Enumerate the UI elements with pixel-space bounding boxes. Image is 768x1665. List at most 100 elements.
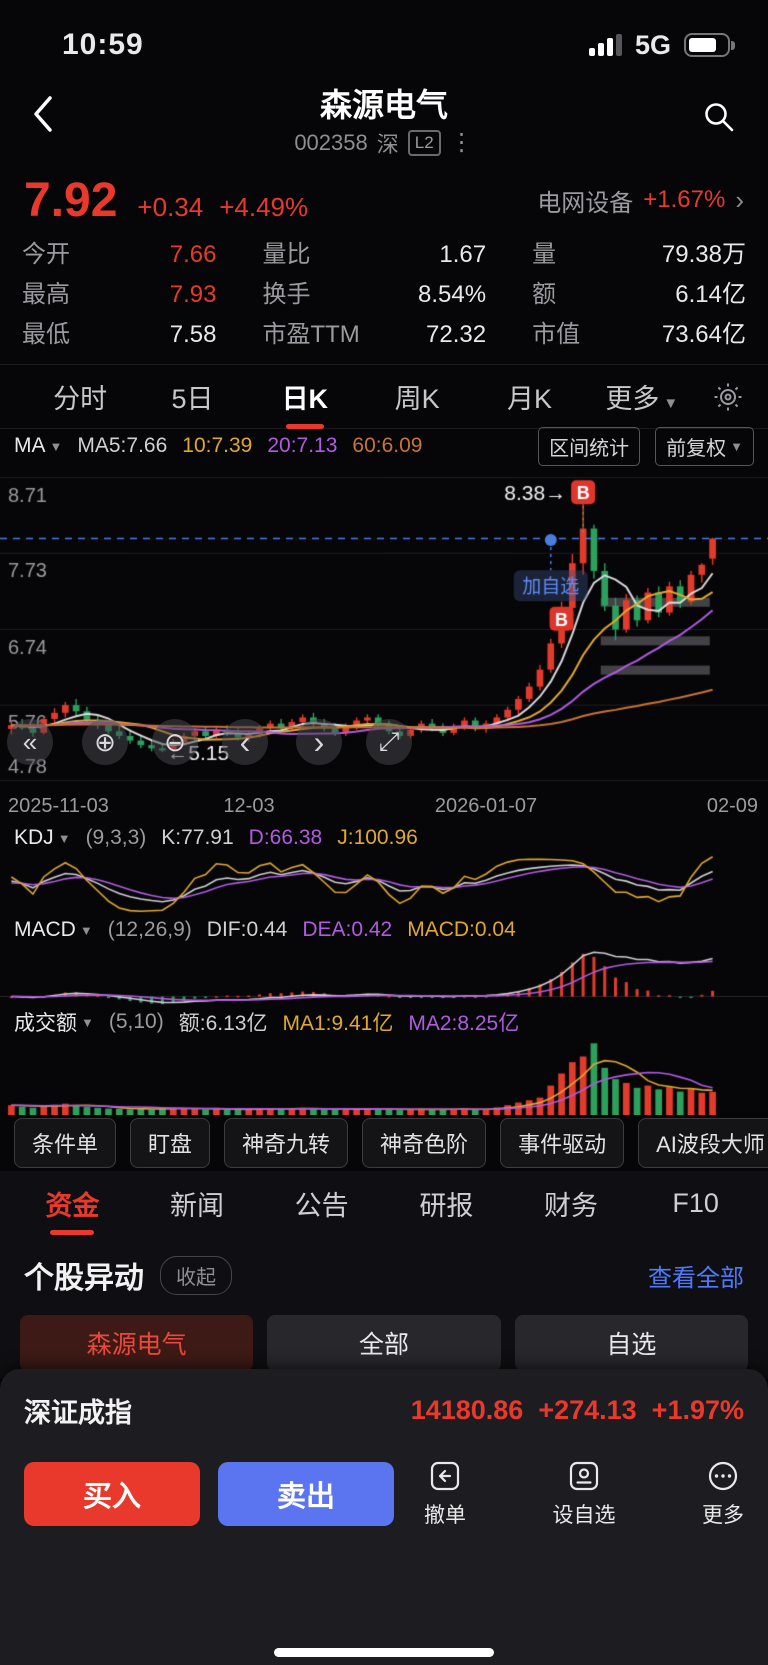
quote-menu-icon[interactable]: ⋮	[449, 129, 474, 156]
fullscreen-button[interactable]: ⤢	[366, 719, 412, 765]
step-forward-button[interactable]: ›	[296, 719, 342, 765]
trade-action-row: 买入 卖出 撤单 设自选 更多	[24, 1458, 744, 1529]
more-actions-icon	[708, 1461, 738, 1491]
x-axis-labels: 2025-11-03 12-03 2026-01-07 02-09	[0, 793, 768, 821]
price-change: +0.34	[137, 191, 204, 222]
volume-chart[interactable]	[0, 1039, 768, 1115]
amount-ma1-value: MA1:9.41亿	[282, 1012, 394, 1035]
kdj-d-value: D:66.38	[248, 826, 323, 849]
tab-news[interactable]: 新闻	[170, 1190, 224, 1221]
zoom-in-button[interactable]: ⊕	[82, 719, 128, 765]
volume-selector[interactable]: 成交额 ▼	[14, 1012, 94, 1035]
tab-f10[interactable]: F10	[672, 1187, 719, 1218]
tab-daily-k[interactable]: 日K	[249, 377, 361, 416]
set-watchlist-button[interactable]: 设自选	[553, 1458, 616, 1529]
set-watchlist-icon	[569, 1461, 599, 1491]
macd-value: MACD:0.04	[407, 918, 516, 941]
ma60-value: 60:6.09	[352, 434, 423, 457]
signal-strength-icon	[588, 34, 622, 56]
macd-indicator-row: MACD ▼ (12,26,9) DIF:0.44 DEA:0.42 MACD:0…	[14, 918, 516, 941]
period-tab-bar: 分时 5日 日K 周K 月K 更多 ▼	[0, 365, 768, 429]
kdj-k-value: K:77.91	[161, 826, 234, 849]
more-actions-button[interactable]: 更多	[702, 1458, 744, 1529]
stock-code: 002358	[294, 129, 368, 155]
buy-button[interactable]: 买入	[24, 1461, 200, 1526]
tab-funds[interactable]: 资金	[10, 1184, 135, 1223]
price-change-pct: +4.49%	[219, 191, 309, 222]
market-tag: 深	[376, 131, 399, 157]
home-indicator	[274, 1648, 494, 1657]
stat-turnover: 换手 8.54%	[262, 281, 487, 308]
chip-ai-band-master[interactable]: AI波段大师	[638, 1118, 768, 1168]
x-label: 02-09	[706, 795, 758, 817]
stat-pe: 市盈TTM 72.32	[262, 321, 487, 348]
sell-button[interactable]: 卖出	[218, 1461, 394, 1526]
kdj-indicator-row: KDJ ▼ (9,3,3) K:77.91 D:66.38 J:100.96	[14, 826, 418, 849]
macd-dea-value: DEA:0.42	[302, 918, 393, 941]
l2-badge: L2	[407, 129, 441, 156]
ma10-value: 10:7.39	[182, 434, 253, 457]
volume-indicator-row: 成交额 ▼ (5,10) 额:6.13亿 MA1:9.41亿 MA2:8.25亿	[0, 1005, 768, 1039]
tab-announcements[interactable]: 公告	[294, 1190, 349, 1221]
cancel-order-icon	[430, 1461, 460, 1491]
chip-watch-monitor[interactable]: 盯盘	[130, 1118, 211, 1168]
kdj-chart[interactable]	[0, 855, 768, 913]
stock-movement-header: 个股异动 收起 查看全部	[0, 1235, 768, 1307]
amount-ma2-value: MA2:8.25亿	[408, 1012, 520, 1035]
tool-chip-bar: 条件单 盯盘 神奇九转 神奇色阶 事件驱动 AI波段大师 交易	[0, 1115, 768, 1171]
stat-volume-ratio: 量比 1.67	[262, 241, 487, 268]
range-stats-button[interactable]: 区间统计	[538, 426, 641, 466]
step-backward-button[interactable]: ‹	[222, 719, 268, 765]
tab-more[interactable]: 更多 ▼	[605, 384, 679, 414]
search-icon[interactable]	[702, 100, 736, 139]
stat-amount: 额 6.14亿	[532, 281, 746, 308]
network-type-label: 5G	[634, 29, 671, 60]
stat-market-cap: 市值 73.64亿	[532, 321, 746, 348]
index-quote-bar[interactable]: 深证成指 14180.86 +274.13 +1.97%	[24, 1391, 744, 1430]
ma-selector[interactable]: MA ▼	[14, 434, 63, 457]
macd-selector[interactable]: MACD ▼	[14, 918, 93, 941]
chip-magic-gradient[interactable]: 神奇色阶	[362, 1118, 487, 1168]
sector-link[interactable]: 电网设备 +1.67% ›	[537, 184, 744, 217]
stat-open: 今开 7.66	[22, 241, 217, 268]
chart-nav-overlay: « ⊕ ⊖ ‹ › ⤢	[0, 719, 768, 767]
segment-all[interactable]: 全部	[267, 1315, 501, 1371]
tab-weekly-k[interactable]: 周K	[394, 384, 440, 414]
tab-financials[interactable]: 财务	[544, 1190, 599, 1221]
tab-5day[interactable]: 5日	[171, 384, 214, 414]
chip-conditional-order[interactable]: 条件单	[14, 1118, 117, 1168]
tab-monthly-k[interactable]: 月K	[506, 384, 552, 414]
macd-dif-value: DIF:0.44	[206, 918, 288, 941]
adjust-mode-button[interactable]: 前复权 ▼	[655, 426, 754, 466]
chevron-right-icon: ›	[735, 184, 744, 215]
chip-event-driven[interactable]: 事件驱动	[500, 1118, 625, 1168]
stat-high: 最高 7.93	[22, 281, 217, 308]
fast-backward-button[interactable]: «	[7, 719, 53, 765]
kdj-selector[interactable]: KDJ ▼	[14, 826, 71, 849]
price-section: 7.92 +0.34 +4.49% 电网设备 +1.67% ›	[0, 168, 768, 232]
segment-this-stock[interactable]: 森源电气	[20, 1315, 254, 1371]
chip-magic-nine[interactable]: 神奇九转	[224, 1118, 349, 1168]
tab-research[interactable]: 研报	[419, 1190, 474, 1221]
zoom-out-button[interactable]: ⊖	[152, 719, 198, 765]
status-bar: 10:59 5G	[0, 0, 768, 76]
info-section: 资金 新闻 公告 研报 财务 F10 个股异动 收起 查看全部 森源电气 全部 …	[0, 1171, 768, 1379]
chart-settings-button[interactable]	[698, 381, 744, 413]
bottom-action-sheet: 深证成指 14180.86 +274.13 +1.97% 买入 卖出 撤单 设自…	[0, 1369, 768, 1665]
tab-minute[interactable]: 分时	[53, 384, 108, 414]
segment-watchlist[interactable]: 自选	[514, 1315, 748, 1371]
ma5-value: MA5:7.66	[77, 434, 168, 457]
ma-indicator-row: MA ▼ MA5:7.66 10:7.39 20:7.13 60:6.09 区间统…	[0, 426, 768, 466]
cancel-order-button[interactable]: 撤单	[424, 1458, 466, 1529]
amount-value: 额:6.13亿	[178, 1012, 268, 1035]
back-button[interactable]	[30, 94, 56, 139]
view-all-link[interactable]: 查看全部	[648, 1264, 744, 1292]
kdj-j-value: J:100.96	[337, 826, 418, 849]
quote-stats: 今开 7.66 量比 1.67 量 79.38万 最高 7.93 换手 8.54% 额 6.…	[0, 232, 768, 365]
macd-chart[interactable]	[0, 947, 768, 1005]
gear-icon	[714, 383, 742, 410]
index-value: 14180.86	[410, 1395, 524, 1425]
collapse-button[interactable]: 收起	[160, 1255, 232, 1295]
index-name: 深证成指	[24, 1398, 132, 1428]
x-label: 2025-11-03	[8, 795, 109, 817]
